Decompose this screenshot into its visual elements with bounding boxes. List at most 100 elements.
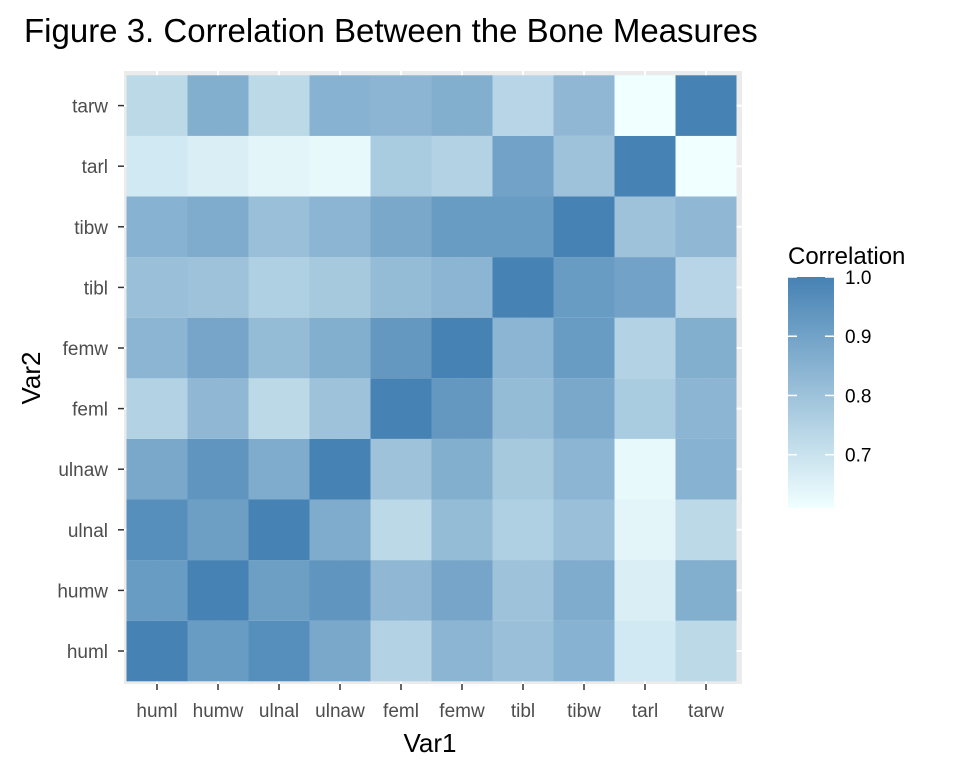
heatmap-tile-tibl-ulnaw (492, 438, 554, 500)
heatmap-tile-ulnaw-ulnal (309, 499, 371, 561)
y-tick-label-humw: humw (57, 581, 108, 602)
heatmap-tile-femw-huml (431, 620, 493, 682)
x-axis-title: Var1 (404, 728, 457, 758)
heatmap-tile-ulnaw-femw (309, 317, 371, 379)
x-tick-label-tarl: tarl (632, 701, 658, 722)
legend: Correlation 1.0 0.9 0.8 0.7 (788, 243, 905, 508)
heatmap-tile-ulnal-humw (248, 560, 310, 621)
legend-title: Correlation (788, 243, 905, 270)
heatmap-tile-ulnaw-feml (309, 378, 371, 439)
heatmap-tile-tarw-huml (675, 620, 737, 682)
heatmap-tile-ulnaw-tibl (309, 257, 371, 318)
heatmap-tile-ulnal-ulnaw (248, 438, 310, 500)
y-tick-label-ulnal: ulnal (68, 521, 108, 542)
heatmap-tile-humw-tarl (187, 135, 249, 197)
heatmap-tile-feml-tibl (370, 257, 432, 318)
heatmap-tile-tarl-ulnal (614, 499, 676, 561)
y-tick-label-femw: femw (63, 339, 109, 360)
heatmap-tile-feml-tarl (370, 135, 432, 197)
heatmap-tile-tarl-huml (614, 620, 676, 682)
heatmap-tile-ulnal-ulnal (248, 499, 310, 561)
heatmap-tile-tibl-tibl (492, 257, 554, 318)
heatmap-tile-huml-feml (126, 378, 188, 439)
heatmap-tile-tarl-tibl (614, 257, 676, 318)
heatmap-tile-feml-femw (370, 317, 432, 379)
heatmap-tile-feml-huml (370, 620, 432, 682)
chart-title: Figure 3. Correlation Between the Bone M… (24, 12, 758, 49)
legend-ticks: 1.0 0.9 0.8 0.7 (788, 268, 871, 467)
heatmap-tile-feml-tarw (370, 75, 432, 136)
heatmap-tile-tibl-ulnal (492, 499, 554, 561)
heatmap-tile-tarw-tarw (675, 75, 737, 136)
heatmap-tile-ulnaw-tarl (309, 135, 371, 197)
y-axis-title: Var2 (16, 352, 46, 405)
y-tick-label-tibw: tibw (74, 218, 108, 239)
x-tick-label-tarw: tarw (688, 701, 724, 722)
x-tick-label-huml: huml (136, 701, 177, 722)
heatmap-tile-huml-tarw (126, 75, 188, 136)
heatmap-tile-tarl-tibw (614, 196, 676, 258)
legend-tick-label: 0.7 (845, 446, 871, 467)
y-tick-label-tibl: tibl (84, 278, 108, 299)
legend-tick-label: 0.9 (845, 327, 871, 348)
heatmap-tile-femw-ulnaw (431, 438, 493, 500)
x-axis: huml humw ulnal ulnaw feml femw tibl tibw tarl ta… (136, 684, 724, 722)
heatmap-tile-feml-ulnaw (370, 438, 432, 500)
heatmap-tile-tarw-femw (675, 317, 737, 379)
heatmap-tile-ulnal-tibl (248, 257, 310, 318)
heatmap-tile-feml-ulnal (370, 499, 432, 561)
heatmap-tile-humw-ulnal (187, 499, 249, 561)
heatmap-tile-tibw-huml (553, 620, 615, 682)
heatmap-tile-tarw-tibw (675, 196, 737, 258)
heatmap-tile-ulnaw-tibw (309, 196, 371, 258)
heatmap-tile-femw-tarw (431, 75, 493, 136)
heatmap-tile-tibl-tarl (492, 135, 554, 197)
legend-tick-label: 0.8 (845, 386, 871, 407)
heatmap-tile-huml-ulnaw (126, 438, 188, 500)
heatmap-tile-humw-tibw (187, 196, 249, 258)
heatmap-tile-huml-ulnal (126, 499, 188, 561)
heatmap-tile-femw-tibl (431, 257, 493, 318)
legend-tick-label: 1.0 (845, 268, 871, 289)
heatmap-tile-tibw-tarw (553, 75, 615, 136)
heatmap-tile-tarl-ulnaw (614, 438, 676, 500)
heatmap-tile-tarl-feml (614, 378, 676, 439)
heatmap-tile-tibw-tarl (553, 135, 615, 197)
heatmap-tile-ulnaw-humw (309, 560, 371, 621)
heatmap-tile-ulnaw-ulnaw (309, 438, 371, 500)
heatmap-tile-ulnaw-huml (309, 620, 371, 682)
x-tick-label-ulnaw: ulnaw (315, 701, 365, 722)
y-tick-label-huml: huml (67, 642, 108, 663)
x-tick-label-feml: feml (383, 701, 419, 722)
x-tick-label-femw: femw (439, 701, 485, 722)
x-tick-label-tibl: tibl (511, 701, 535, 722)
heatmap-tile-tibw-ulnal (553, 499, 615, 561)
heatmap-tile-humw-ulnaw (187, 438, 249, 500)
heatmap-tile-feml-feml (370, 378, 432, 439)
heatmap-tile-feml-humw (370, 560, 432, 621)
heatmap-tile-tibw-humw (553, 560, 615, 621)
heatmap-tile-humw-huml (187, 620, 249, 682)
heatmap-tile-ulnal-tarl (248, 135, 310, 197)
heatmap-tile-tibw-ulnaw (553, 438, 615, 500)
heatmap-tile-huml-femw (126, 317, 188, 379)
heatmap-tile-femw-ulnal (431, 499, 493, 561)
heatmap-tile-femw-femw (431, 317, 493, 379)
heatmap-tile-tarw-ulnaw (675, 438, 737, 500)
y-tick-label-feml: feml (72, 400, 108, 421)
heatmap-tile-femw-humw (431, 560, 493, 621)
heatmap-tile-tarw-feml (675, 378, 737, 439)
heatmap-tile-ulnaw-tarw (309, 75, 371, 136)
heatmap-tile-tibl-tibw (492, 196, 554, 258)
heatmap-tile-humw-femw (187, 317, 249, 379)
heatmap-tile-tibw-feml (553, 378, 615, 439)
heatmap-tile-femw-tibw (431, 196, 493, 258)
heatmap-tile-tibl-femw (492, 317, 554, 379)
heatmap-tile-tarl-tarl (614, 135, 676, 197)
heatmap-tile-huml-tibl (126, 257, 188, 318)
heatmap-tile-ulnal-huml (248, 620, 310, 682)
heatmap-tile-huml-humw (126, 560, 188, 621)
heatmap-tile-humw-humw (187, 560, 249, 621)
heatmap-tile-ulnal-femw (248, 317, 310, 379)
